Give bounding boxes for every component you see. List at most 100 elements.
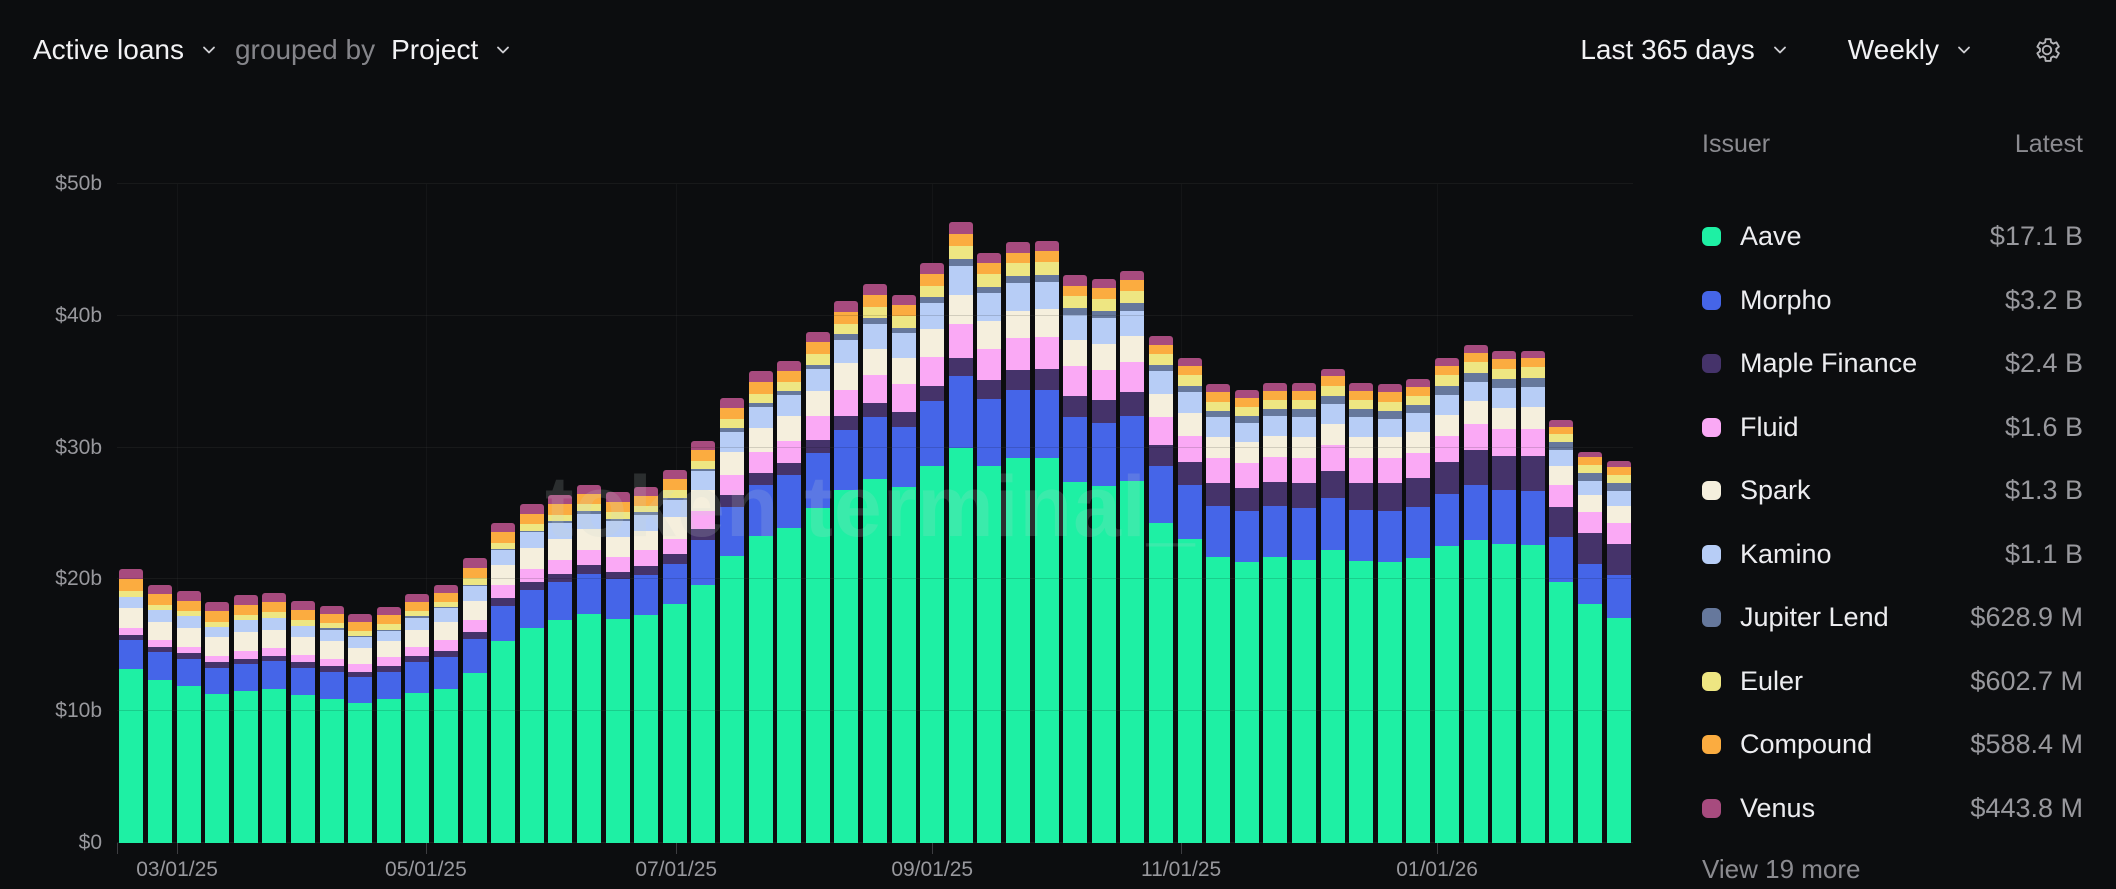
stacked-bar-week-24[interactable] [777, 360, 802, 843]
x-axis-tick [1437, 843, 1439, 854]
stacked-bar-week-53[interactable] [1606, 461, 1631, 843]
legend-row-jupiter-lend[interactable]: Jupiter Lend $628.9 M [1702, 586, 2083, 650]
bar-segment-jupiter-lend [1406, 405, 1431, 414]
bar-segment-fluid [691, 510, 716, 530]
stacked-bar-week-21[interactable] [691, 441, 716, 843]
bar-segment-jupiter-lend [491, 549, 516, 551]
legend-row-morpho[interactable]: Morpho $3.2 B [1702, 269, 2083, 333]
bar-segment-kamino [262, 617, 287, 630]
stacked-bar-week-36[interactable] [1120, 271, 1145, 843]
bar-segment-jupiter-lend [1206, 410, 1231, 418]
bar-segment-maple-finance [948, 358, 973, 377]
stacked-bar-week-27[interactable] [863, 284, 887, 843]
stacked-bar-week-1[interactable] [119, 568, 144, 843]
stacked-bar-week-44[interactable] [1349, 383, 1374, 843]
view-more-link[interactable]: View 19 more [1702, 854, 1861, 884]
bar-segment-fluid [1606, 522, 1631, 544]
bar-segment-fluid [977, 348, 1002, 381]
bar-segment-compound [634, 496, 659, 506]
bar-segment-morpho [977, 398, 1002, 467]
stacked-bar-week-2[interactable] [147, 584, 172, 843]
bar-segment-fluid [891, 384, 916, 413]
stacked-bar-week-9[interactable] [348, 613, 373, 843]
bar-segment-morpho [462, 638, 487, 673]
stacked-bar-week-38[interactable] [1177, 358, 1202, 843]
stacked-bar-week-25[interactable] [805, 331, 830, 843]
stacked-bar-week-5[interactable] [233, 595, 258, 843]
stacked-bar-week-26[interactable] [834, 301, 859, 843]
stacked-bar-week-22[interactable] [719, 397, 744, 843]
stacked-bar-week-23[interactable] [748, 371, 773, 843]
stacked-bar-week-43[interactable] [1320, 368, 1345, 843]
stacked-bar-week-18[interactable] [605, 492, 630, 843]
stacked-bar-week-46[interactable] [1406, 379, 1431, 843]
y-axis-label: $50b [55, 172, 102, 195]
bar-segment-spark [1177, 413, 1202, 436]
stacked-bar-week-17[interactable] [576, 484, 601, 843]
stacked-bar-week-3[interactable] [176, 591, 201, 843]
legend-row-venus[interactable]: Venus $443.8 M [1702, 777, 2083, 841]
metric-dropdown[interactable]: Active loans [33, 34, 219, 66]
stacked-bar-week-11[interactable] [405, 593, 430, 843]
legend-row-spark[interactable]: Spark $1.3 B [1702, 459, 2083, 523]
legend-row-fluid[interactable]: Fluid $1.6 B [1702, 396, 2083, 460]
stacked-bar-week-19[interactable] [634, 487, 659, 843]
stacked-bar-week-39[interactable] [1206, 384, 1231, 843]
stacked-bar-week-30[interactable] [948, 222, 973, 843]
stacked-bar-week-51[interactable] [1549, 420, 1574, 843]
legend-row-aave[interactable]: Aave $17.1 B [1702, 205, 2083, 269]
stacked-bar-week-33[interactable] [1034, 240, 1059, 843]
bar-segment-maple-finance [1578, 533, 1603, 564]
stacked-bar-week-7[interactable] [290, 600, 315, 843]
stacked-bar-week-10[interactable] [376, 607, 401, 843]
stacked-bar-week-13[interactable] [462, 558, 487, 843]
stacked-bar-week-47[interactable] [1435, 358, 1460, 843]
legend-row-kamino[interactable]: Kamino $1.1 B [1702, 523, 2083, 587]
bar-segment-spark [1234, 442, 1259, 464]
bar-segment-maple-finance [1435, 462, 1460, 494]
stacked-bar-week-31[interactable] [977, 252, 1002, 843]
stacked-bar-week-35[interactable] [1091, 278, 1116, 843]
stacked-bar-week-15[interactable] [519, 504, 544, 843]
bar-segment-spark [1091, 343, 1116, 370]
stacked-bar-week-12[interactable] [433, 584, 458, 843]
legend-name: Spark [1702, 475, 1811, 506]
bar-segment-fluid [1549, 484, 1574, 507]
stacked-bar-week-8[interactable] [319, 605, 344, 843]
legend-row-compound[interactable]: Compound $588.4 M [1702, 713, 2083, 777]
stacked-bar-week-28[interactable] [891, 294, 916, 843]
x-axis-label: 01/01/26 [1396, 858, 1478, 881]
stacked-bar-week-20[interactable] [662, 470, 687, 843]
stacked-bar-week-6[interactable] [262, 592, 287, 843]
stacked-bar-week-40[interactable] [1234, 389, 1259, 843]
bar-segment-maple-finance [405, 655, 430, 663]
bar-segment-venus [205, 601, 230, 612]
stacked-bar-week-37[interactable] [1149, 335, 1174, 843]
bar-segment-aave [1578, 604, 1603, 843]
stacked-bar-week-48[interactable] [1463, 344, 1488, 843]
bar-segment-aave [777, 528, 802, 843]
stacked-bar-week-50[interactable] [1520, 351, 1545, 843]
stacked-bar-week-14[interactable] [491, 522, 516, 843]
interval-dropdown[interactable]: Weekly [1848, 34, 1974, 66]
settings-gear-icon[interactable] [2032, 35, 2062, 65]
bar-segment-compound [1006, 252, 1031, 264]
bar-segment-kamino [348, 637, 373, 648]
group-by-dropdown[interactable]: Project [391, 34, 513, 66]
stacked-bar-week-34[interactable] [1063, 275, 1088, 843]
stacked-bar-week-32[interactable] [1006, 242, 1031, 843]
bar-segment-compound [205, 611, 230, 622]
stacked-bar-week-16[interactable] [548, 495, 573, 843]
stacked-bar-week-49[interactable] [1492, 351, 1517, 843]
date-range-dropdown[interactable]: Last 365 days [1580, 34, 1789, 66]
stacked-bar-week-41[interactable] [1263, 383, 1288, 843]
stacked-bar-week-29[interactable] [920, 263, 945, 843]
bar-segment-compound [1034, 251, 1059, 262]
stacked-bar-week-45[interactable] [1377, 384, 1402, 843]
legend-row-euler[interactable]: Euler $602.7 M [1702, 650, 2083, 714]
stacked-bar-week-42[interactable] [1292, 383, 1317, 843]
legend-row-maple-finance[interactable]: Maple Finance $2.4 B [1702, 332, 2083, 396]
stacked-bar-week-52[interactable] [1578, 451, 1603, 843]
stacked-bar-week-4[interactable] [205, 601, 230, 843]
bar-segment-compound [548, 504, 573, 515]
